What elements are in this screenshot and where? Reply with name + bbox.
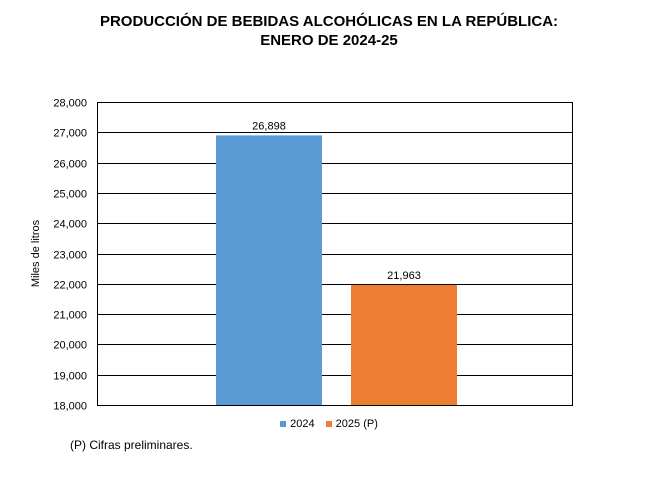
legend-item-2025: 2025 (P) <box>326 418 378 430</box>
legend-swatch-2024 <box>280 421 286 427</box>
y-tick-label: 21,000 <box>53 310 87 322</box>
y-tick-label: 22,000 <box>53 280 87 292</box>
bar-2025-p <box>351 285 457 405</box>
y-tick-label: 25,000 <box>53 189 87 201</box>
y-tick-label: 26,000 <box>53 159 87 171</box>
legend: 2024 2025 (P) <box>0 418 658 430</box>
data-label: 21,963 <box>387 270 421 282</box>
y-tick-label: 27,000 <box>53 128 87 140</box>
y-axis-label: Miles de litros <box>30 219 42 287</box>
bar-2024 <box>216 135 322 405</box>
legend-swatch-2025 <box>326 421 332 427</box>
data-label: 26,898 <box>252 120 286 132</box>
legend-label-2024: 2024 <box>290 418 314 430</box>
y-tick-label: 23,000 <box>53 250 87 262</box>
y-tick-label: 20,000 <box>53 340 87 352</box>
y-tick-label: 28,000 <box>53 98 87 110</box>
footnote: (P) Cifras preliminares. <box>70 438 193 452</box>
legend-item-2024: 2024 <box>280 418 314 430</box>
y-tick-label: 19,000 <box>53 371 87 383</box>
y-tick-label: 24,000 <box>53 219 87 231</box>
legend-label-2025: 2025 (P) <box>336 418 378 430</box>
y-tick-label: 18,000 <box>53 401 87 413</box>
